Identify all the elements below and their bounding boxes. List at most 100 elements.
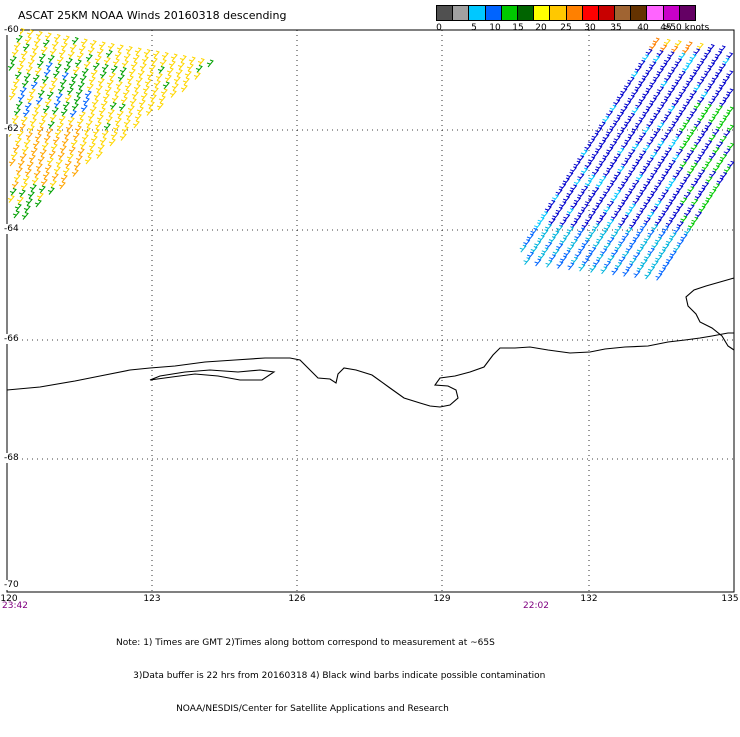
wind-barb [624,136,632,145]
wind-barb [146,71,154,80]
wind-barb [25,132,33,140]
wind-barb [169,90,177,98]
wind-barb [114,51,122,60]
wind-barb [534,222,542,231]
wind-barb [684,228,692,236]
wind-barb [84,90,92,99]
wind-barb [78,111,86,120]
wind-barb [647,193,655,202]
wind-barb [123,53,131,61]
wind-barb [715,50,723,59]
wind-barb [73,96,81,104]
wind-barb [162,81,170,90]
wind-barb [668,141,676,150]
wind-barb [639,168,647,177]
wind-barb [664,93,672,101]
wind-barb [723,148,731,157]
wind-barb [39,83,47,91]
wind-barb [49,180,57,188]
wind-barb [585,216,593,225]
wind-barb [693,84,701,93]
wind-barb [668,105,676,114]
wind-barb [22,175,30,184]
wind-barb [656,68,664,76]
wind-barb [195,65,203,73]
wind-barb [93,92,101,100]
wind-barb [116,44,124,53]
wind-barb [654,218,662,227]
wind-barb [17,160,25,168]
wind-barb [599,139,607,148]
wind-barb [664,111,672,120]
wind-barb [523,257,531,266]
wind-barb [667,51,675,60]
wind-barb [618,256,626,265]
wind-barb [669,178,677,186]
wind-barb [559,183,567,191]
wind-barb [603,224,611,233]
wind-barb [53,100,61,108]
wind-barb [698,151,706,160]
wind-barb [589,246,597,255]
wind-barb [103,57,111,65]
wind-barb [113,88,121,96]
wind-barb [592,241,600,250]
wind-barb [27,191,35,199]
wind-barb [658,249,666,257]
wind-barb [65,124,73,132]
wind-barb [582,258,590,266]
legend-color-bar [436,5,696,21]
wind-barb [613,99,621,107]
wind-barb [704,67,712,76]
wind-barb [52,70,60,79]
wind-barb [72,132,80,141]
wind-barb [712,128,720,137]
wind-barb [142,85,150,94]
wind-barb [668,87,676,96]
wind-barb [646,157,654,166]
wind-barb [661,134,669,143]
wind-barb [704,49,712,58]
wind-barb [616,93,624,102]
wind-barb [25,198,33,206]
wind-barb [63,131,71,139]
wind-barb [678,70,686,79]
wind-barb [675,76,683,85]
wind-barb [10,151,18,160]
wind-barb [573,178,581,187]
wind-barb [16,130,24,139]
wind-barb [197,58,205,66]
wind-barb [577,155,585,163]
wind-barb [723,112,731,120]
wind-barb [35,97,43,105]
wind-barb [682,47,690,55]
wind-barb [89,106,97,114]
wind-barb [585,198,593,207]
wind-barb [110,65,118,74]
wind-barb [49,48,57,56]
legend-swatch [501,6,518,20]
wind-barb [577,191,585,200]
time-label-right: 22:02 [523,601,549,611]
wind-barb [604,260,612,269]
wind-barb [679,143,687,151]
wind-barb [9,188,17,196]
wind-barb [633,234,641,242]
wind-barb [596,217,604,226]
wind-barb [657,140,665,149]
wind-barb [646,121,654,129]
wind-barb [57,152,65,160]
wind-barb [617,184,625,192]
wind-barb [687,150,695,158]
wind-barb [635,83,643,92]
wind-barb [723,94,731,102]
wind-barb [135,77,143,85]
wind-barb [726,70,734,79]
wind-barb [671,100,679,108]
wind-barb [657,158,665,167]
wind-barb [34,133,42,142]
wind-barb [705,122,713,130]
wind-barb [643,144,651,153]
wind-barb [32,74,40,83]
wind-barb [598,121,606,130]
